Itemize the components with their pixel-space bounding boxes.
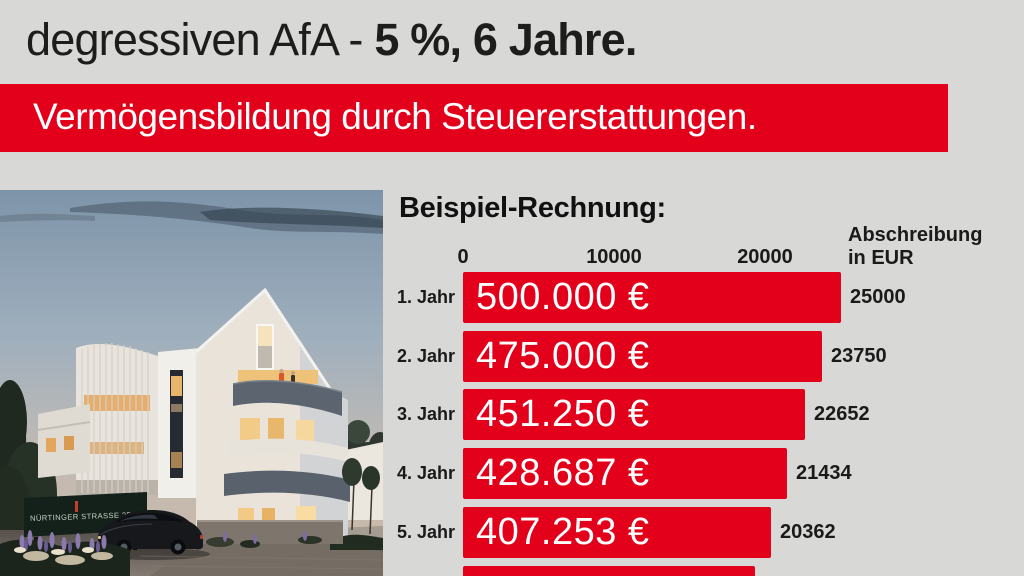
- bar-year4: 428.687 €: [463, 448, 787, 500]
- axis-unit-line2: in EUR: [848, 247, 914, 269]
- year-label: 2. Jahr: [396, 345, 455, 366]
- chart-row-year4: 4. Jahr 428.687 € 21434: [0, 448, 1024, 500]
- axis-unit-line1: Abschreibung: [848, 224, 983, 246]
- banner-text: Vermögensbildung durch Steuererstattunge…: [33, 96, 757, 137]
- sign-text: NÜRTINGER STRASSE 25: [30, 510, 131, 523]
- year-label: [360, 566, 455, 576]
- chart-row-year5: 5. Jahr 407.253 € 20362: [0, 506, 1024, 558]
- year-label: 3. Jahr: [396, 404, 455, 425]
- x-tick-10000: 10000: [586, 246, 642, 268]
- chart-row-year2: 2. Jahr 475.000 € 23750: [0, 330, 1024, 382]
- page-title: degressiven AfA - 5 %, 6 Jahre.: [26, 13, 637, 67]
- page-title-bold: 5 %, 6 Jahre.: [374, 14, 637, 65]
- value-label: 23750: [831, 344, 887, 367]
- building-illustration: NÜRTINGER STRASSE 25: [0, 190, 383, 576]
- chart-row-year6-clipped: [0, 565, 1024, 576]
- year-label: 1. Jahr: [396, 287, 455, 307]
- road-texture: [139, 555, 383, 570]
- value-label: 21434: [796, 462, 852, 485]
- bar-amount-label: 407.253 €: [476, 510, 650, 553]
- chart-title: Beispiel-Rechnung:: [399, 192, 666, 224]
- cloud: [0, 201, 383, 234]
- chart-row-year1: 1. Jahr 500.000 € 25000: [0, 272, 1024, 323]
- chart-row-year3: 3. Jahr 451.250 € 22652: [0, 389, 1024, 441]
- shrubs-foreground: [0, 530, 130, 576]
- bar-amount-label: 451.250 €: [476, 393, 650, 436]
- facade-low-wing: [37, 404, 91, 478]
- driveway: [150, 542, 383, 576]
- bar-year2: 475.000 €: [463, 330, 822, 382]
- bar-year1: 500.000 €: [463, 272, 841, 323]
- building-photo: NÜRTINGER STRASSE 25: [0, 190, 383, 576]
- year-label: 4. Jahr: [396, 463, 455, 484]
- shrubs-mid: [206, 531, 322, 548]
- balcony-band-lower: [224, 470, 350, 502]
- value-label: 22652: [814, 403, 870, 426]
- page-title-regular: degressiven AfA -: [26, 14, 375, 65]
- value-label: 25000: [850, 286, 906, 308]
- value-label: 20362: [780, 520, 836, 543]
- banner: Vermögensbildung durch Steuererstattunge…: [0, 84, 948, 152]
- trees-right-front: [330, 458, 383, 550]
- sign-logo-mark: [75, 501, 78, 512]
- person-1: [279, 369, 284, 373]
- bar-year5: 407.253 €: [463, 506, 771, 558]
- facade-curved-wing: [76, 343, 158, 495]
- car: [94, 510, 210, 560]
- bar-year6: [463, 565, 755, 576]
- balcony-band-upper: [233, 380, 342, 416]
- person-2: [291, 371, 295, 375]
- year-label: 5. Jahr: [396, 521, 455, 542]
- balcony-parapet: [228, 438, 348, 462]
- bar-year3: 451.250 €: [463, 389, 805, 441]
- bar-amount-label: 428.687 €: [476, 452, 650, 495]
- x-tick-20000: 20000: [737, 246, 793, 268]
- bar-amount-label: 500.000 €: [476, 276, 650, 318]
- x-tick-0: 0: [457, 246, 469, 268]
- axis-unit-label: Abschreibung in EUR: [848, 224, 982, 270]
- bar-amount-label: 475.000 €: [476, 334, 650, 377]
